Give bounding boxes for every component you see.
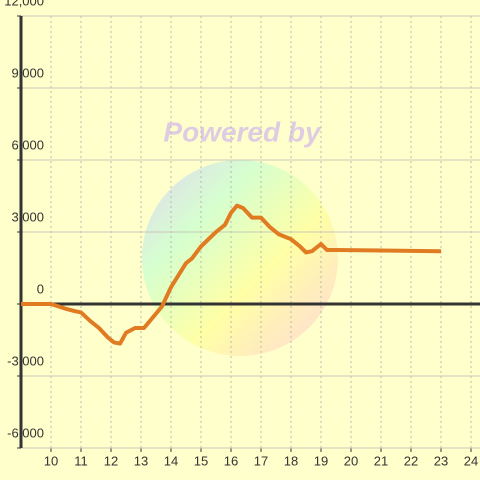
y-tick-label: 12,000 xyxy=(4,0,44,8)
x-tick-label: 11 xyxy=(74,453,88,468)
watermark: Powered by xyxy=(163,116,322,147)
grid: 10 11 12 13 14 15 16 17 18 19 20 21 22 23 24 -6,000 -3,0… xyxy=(4,0,480,468)
x-tick-label: 17 xyxy=(254,453,268,468)
x-tick-label: 10 xyxy=(44,453,58,468)
x-tick-label: 13 xyxy=(134,453,148,468)
x-tick-label: 21 xyxy=(374,453,388,468)
y-tick-label: 9,000 xyxy=(11,65,44,80)
x-tick-label: 20 xyxy=(344,453,358,468)
plot xyxy=(21,203,442,346)
y-tick-label: 0 xyxy=(37,281,44,296)
y-tick-label: 3,000 xyxy=(11,209,44,224)
x-tick-label: 24 xyxy=(464,453,478,468)
x-tick-label: 23 xyxy=(434,453,448,468)
x-tick-label: 15 xyxy=(194,453,208,468)
line xyxy=(21,203,442,346)
y-tick-label: 6,000 xyxy=(11,137,44,152)
y-tick-label: -3,000 xyxy=(7,353,44,368)
x-tick-label: 19 xyxy=(314,453,328,468)
y-tick-label: -6,000 xyxy=(7,425,44,440)
x-tick-label: 18 xyxy=(284,453,298,468)
x-tick-label: 16 xyxy=(224,453,238,468)
watermark-logo xyxy=(142,160,338,356)
x-tick-label: 22 xyxy=(404,453,418,468)
x-tick-label: 14 xyxy=(164,453,178,468)
x-tick-label: 12 xyxy=(104,453,118,468)
